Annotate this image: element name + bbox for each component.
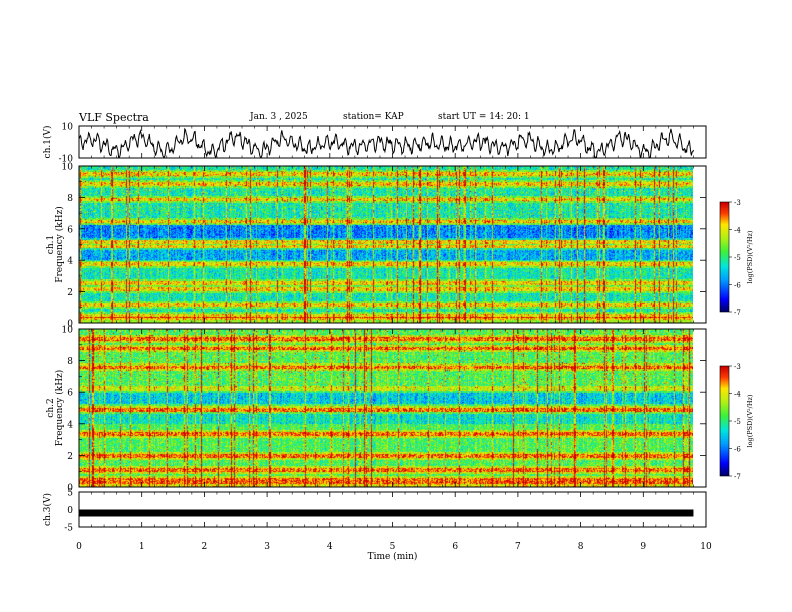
ch1-spectrogram-ytick-label: 10 <box>62 163 74 173</box>
x-tick-label: 7 <box>515 542 521 552</box>
ch2-colorbar-tick-label: -7 <box>734 473 741 481</box>
ch2-colorbar-label: log(PSD)(V²/Hz) <box>746 394 754 447</box>
ch1-colorbar-label: log(PSD)(V²/Hz) <box>746 230 754 283</box>
ch3-trace <box>79 509 694 517</box>
ch1-spectrogram-ytick-label: 6 <box>67 225 73 235</box>
ch2-spectrogram-ytick-label: 0 <box>67 484 73 494</box>
ch1-spectrogram-ytick-label: 4 <box>67 257 73 267</box>
start-time-label: start UT = 14: 20: 1 <box>438 112 530 122</box>
x-tick-label: 8 <box>578 542 584 552</box>
ch1-colorbar <box>720 202 729 312</box>
ch2-spectrogram-ytick-label: 4 <box>67 420 73 430</box>
ch1-spectrogram-ytick-label: 8 <box>67 194 73 204</box>
x-tick-label: 6 <box>452 542 458 552</box>
x-tick-label: 10 <box>700 542 712 552</box>
ch1-voltage-ylabel: ch.1(V) <box>42 126 53 159</box>
ch2-spectrogram-ytick-label: 2 <box>67 452 73 462</box>
ch2-spectrogram-ylabel-channel: ch.2 <box>46 398 56 417</box>
x-axis-label: Time (min) <box>368 551 418 562</box>
ch2-colorbar-tick-label: -4 <box>734 391 741 399</box>
figure-title: VLF Spectra <box>79 111 149 124</box>
ch2-colorbar-tick-label: -3 <box>734 363 741 371</box>
ch2-spectrogram <box>79 329 693 487</box>
ch1-spectrogram <box>79 166 693 323</box>
x-tick-label: 9 <box>640 542 646 552</box>
x-tick-label: 1 <box>139 542 145 552</box>
x-tick-label: 0 <box>76 542 82 552</box>
x-tick-label: 3 <box>264 542 270 552</box>
ch1-voltage-ytick-label: -10 <box>59 155 74 165</box>
ch2-colorbar-tick-label: -6 <box>734 446 741 454</box>
ch1-spectrogram-ytick-label: 2 <box>67 288 73 298</box>
ch1-colorbar-tick-label: -5 <box>734 254 741 262</box>
ch3-voltage-ytick-label: 0 <box>67 506 73 516</box>
ch1-spectrogram-ylabel-channel: ch.1 <box>46 235 56 254</box>
ch1-waveform <box>78 127 694 159</box>
x-tick-label: 5 <box>390 542 396 552</box>
ch1-voltage-ytick-label: 10 <box>62 123 74 133</box>
ch1-spectrogram-ylabel-frequency: Frequency (kHz) <box>54 206 65 283</box>
ch3-voltage-ylabel: ch.3(V) <box>42 493 53 526</box>
ch1-colorbar-tick-label: -4 <box>734 227 741 235</box>
ch1-spectrogram-ytick-label: 0 <box>67 320 73 330</box>
ch2-spectrogram-ytick-label: 8 <box>67 357 73 367</box>
station-label: station= KAP <box>343 112 404 122</box>
date-label: Jan. 3 , 2025 <box>250 112 308 122</box>
ch2-colorbar <box>720 366 729 476</box>
x-tick-label: 4 <box>327 542 333 552</box>
ch2-spectrogram-ytick-label: 6 <box>67 389 73 399</box>
ch2-colorbar-tick-label: -5 <box>734 418 741 426</box>
ch1-colorbar-tick-label: -7 <box>734 309 741 317</box>
ch3-voltage-ytick-label: -5 <box>64 524 73 534</box>
ch2-spectrogram-ylabel-frequency: Frequency (kHz) <box>54 370 65 447</box>
ch1-colorbar-tick-label: -3 <box>734 199 741 207</box>
ch2-spectrogram-ytick-label: 10 <box>62 326 74 336</box>
x-tick-label: 2 <box>202 542 208 552</box>
ch3-voltage-ytick-label: 5 <box>67 489 73 499</box>
ch1-colorbar-tick-label: -6 <box>734 282 741 290</box>
